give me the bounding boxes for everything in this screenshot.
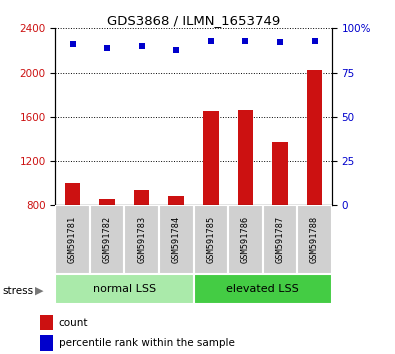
Text: stress: stress <box>2 286 33 296</box>
Point <box>208 38 214 44</box>
Point <box>311 38 318 44</box>
Text: GSM591783: GSM591783 <box>137 216 146 263</box>
Text: GSM591785: GSM591785 <box>206 216 215 263</box>
Bar <box>194 205 228 274</box>
Text: GSM591786: GSM591786 <box>241 216 250 263</box>
Title: GDS3868 / ILMN_1653749: GDS3868 / ILMN_1653749 <box>107 14 280 27</box>
Text: GSM591788: GSM591788 <box>310 216 319 263</box>
Text: normal LSS: normal LSS <box>93 284 156 295</box>
Point <box>70 41 76 47</box>
Bar <box>228 205 263 274</box>
Point <box>277 40 283 45</box>
Bar <box>194 274 332 304</box>
Bar <box>203 111 218 205</box>
Text: count: count <box>58 318 88 328</box>
Bar <box>55 205 90 274</box>
Text: percentile rank within the sample: percentile rank within the sample <box>58 338 235 348</box>
Bar <box>263 205 297 274</box>
Bar <box>40 315 53 330</box>
Bar <box>238 110 253 205</box>
Bar <box>297 205 332 274</box>
Text: GSM591787: GSM591787 <box>275 216 284 263</box>
Text: elevated LSS: elevated LSS <box>226 284 299 295</box>
Bar <box>55 274 194 304</box>
Text: GSM591781: GSM591781 <box>68 216 77 263</box>
Text: GSM591782: GSM591782 <box>103 216 112 263</box>
Bar <box>169 196 184 205</box>
Bar <box>124 205 159 274</box>
Bar <box>307 70 322 205</box>
Bar <box>134 190 149 205</box>
Point <box>242 38 248 44</box>
Bar <box>159 205 194 274</box>
Point <box>139 43 145 49</box>
Point <box>104 45 110 51</box>
Text: GSM591784: GSM591784 <box>172 216 181 263</box>
Point <box>173 47 179 52</box>
Bar <box>272 142 288 205</box>
Bar <box>90 205 124 274</box>
Bar <box>100 199 115 205</box>
Bar <box>65 183 80 205</box>
Text: ▶: ▶ <box>35 286 43 296</box>
Bar <box>40 335 53 351</box>
